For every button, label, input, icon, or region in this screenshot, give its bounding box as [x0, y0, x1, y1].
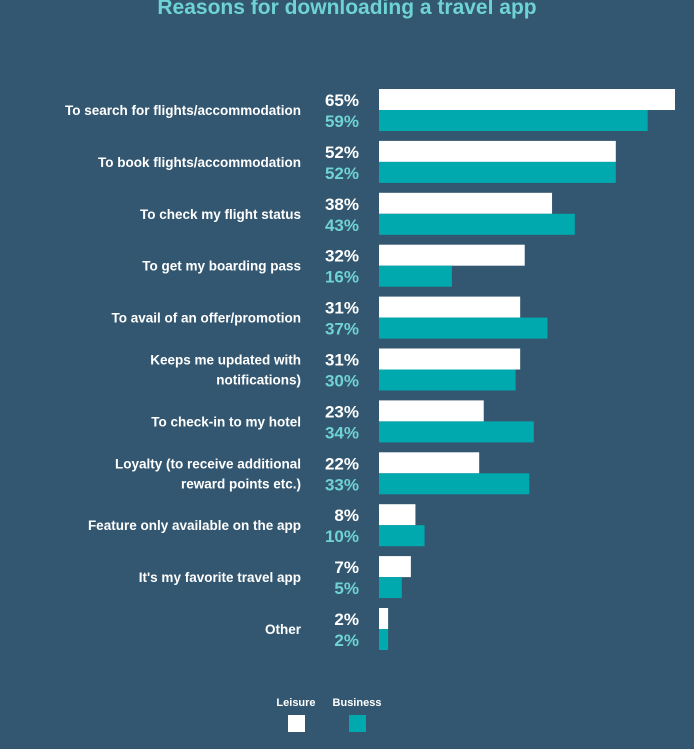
bar-business [379, 161, 616, 183]
category-label: To check-in to my hotel [151, 414, 301, 429]
data-label-business: 43% [325, 216, 359, 235]
data-label-leisure: 7% [334, 558, 359, 577]
bar-business [379, 213, 575, 235]
category-label-line: Loyalty (to receive additional [115, 456, 301, 471]
bar-leisure [379, 140, 616, 162]
category-label: Feature only available on the app [88, 518, 301, 533]
data-label-leisure: 32% [325, 247, 359, 266]
data-label-leisure: 52% [325, 143, 359, 162]
bar-leisure [379, 192, 553, 214]
bar-business [379, 577, 402, 599]
category-label: To check my flight status [140, 207, 301, 222]
data-label-business: 34% [325, 423, 359, 442]
data-label-business: 10% [325, 527, 359, 546]
category-label: To book flights/accommodation [98, 155, 301, 170]
bar-leisure [379, 89, 675, 110]
data-label-leisure: 31% [325, 351, 359, 370]
bar-leisure [379, 348, 521, 370]
category-label: It's my favorite travel app [139, 570, 301, 585]
data-label-business: 5% [334, 579, 359, 598]
data-label-leisure: 23% [325, 402, 359, 421]
data-label-business: 37% [325, 320, 359, 339]
bar-business [379, 369, 516, 391]
category-label-line: Keeps me updated with [150, 353, 301, 368]
data-label-business: 2% [334, 631, 359, 650]
category-label: Other [265, 622, 302, 637]
bar-leisure [379, 556, 411, 578]
bar-leisure [379, 504, 416, 526]
category-label: To avail of an offer/promotion [111, 311, 301, 326]
legend-swatch-business [349, 715, 366, 732]
bar-business [379, 629, 389, 650]
data-label-business: 30% [325, 372, 359, 391]
bar-leisure [379, 452, 480, 474]
category-label: To get my boarding pass [142, 259, 301, 274]
data-label-business: 33% [325, 475, 359, 494]
category-label-line: notifications) [216, 373, 301, 388]
legend-label-business: Business [333, 697, 382, 709]
bar-leisure [379, 608, 389, 629]
category-label: Keeps me updated with notifications) [150, 353, 301, 388]
bar-business [379, 473, 530, 495]
bar-business [379, 525, 425, 547]
bar-business [379, 110, 648, 131]
data-label-leisure: 38% [325, 195, 359, 214]
data-label-leisure: 31% [325, 299, 359, 318]
data-label-leisure: 8% [334, 506, 359, 525]
data-label-leisure: 22% [325, 454, 359, 473]
category-label-line: reward points etc.) [181, 476, 301, 491]
legend-swatch-leisure [288, 715, 305, 732]
bar-leisure [379, 296, 521, 318]
legend-label-leisure: Leisure [276, 697, 315, 709]
data-label-leisure: 65% [325, 91, 359, 110]
data-label-leisure: 2% [334, 610, 359, 629]
category-label: To search for flights/accommodation [65, 103, 301, 118]
bar-business [379, 421, 534, 443]
bar-business [379, 265, 452, 287]
chart-title: Reasons for downloading a travel app [157, 0, 537, 19]
category-label: Loyalty (to receive additional reward poi… [115, 456, 301, 491]
data-label-business: 52% [325, 164, 359, 183]
bar-leisure [379, 244, 525, 266]
bar-business [379, 317, 548, 339]
bar-leisure [379, 400, 484, 422]
data-label-business: 16% [325, 268, 359, 287]
data-label-business: 59% [325, 112, 359, 131]
